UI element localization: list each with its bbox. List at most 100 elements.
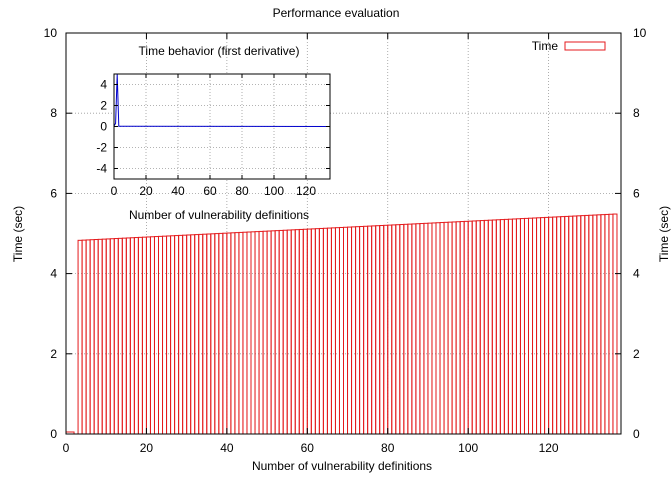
bar <box>560 216 566 435</box>
inset-x-tick-label: 60 <box>203 184 217 198</box>
bar <box>214 233 220 435</box>
inset-x-tick-label: 120 <box>296 184 316 198</box>
bar <box>491 219 497 435</box>
x-tick-label: 20 <box>140 441 154 455</box>
y2-tick-label: 6 <box>633 186 640 200</box>
bar <box>600 214 606 435</box>
bar <box>580 215 586 435</box>
bar <box>395 224 401 435</box>
bar <box>556 216 562 435</box>
bar <box>166 235 172 435</box>
inset-y-tick-label: 2 <box>100 99 107 113</box>
bar <box>234 232 240 435</box>
bar <box>604 213 610 435</box>
inset-y-tick-label: -2 <box>96 141 107 155</box>
bar <box>222 232 228 435</box>
bar <box>544 216 550 435</box>
inset-y-tick-label: 4 <box>100 78 107 92</box>
bar <box>125 237 131 435</box>
x-tick-label: 120 <box>539 441 559 455</box>
bar <box>326 227 332 435</box>
bar <box>314 228 320 435</box>
bar <box>117 237 123 435</box>
bar <box>194 234 200 435</box>
bar <box>338 226 345 435</box>
bar <box>403 223 409 435</box>
bar <box>182 234 188 435</box>
y-tick-label: 0 <box>50 427 57 441</box>
bar <box>584 214 590 435</box>
legend-label-time: Time <box>532 39 559 53</box>
bar <box>467 220 473 435</box>
bar <box>612 213 618 435</box>
inset-y-tick-label: 0 <box>100 120 107 134</box>
x-tick-label: 100 <box>458 441 478 455</box>
bar <box>503 218 509 435</box>
bar <box>294 229 300 435</box>
bar <box>210 233 216 435</box>
bar <box>286 229 292 435</box>
bar <box>137 236 143 435</box>
y-tick-label: 6 <box>50 186 57 200</box>
bar <box>238 231 244 435</box>
y2-axis-label: Time (sec) <box>657 206 671 262</box>
x-tick-label: 60 <box>301 441 315 455</box>
bar <box>89 239 95 435</box>
bar <box>93 239 99 435</box>
bar <box>270 230 276 435</box>
bar <box>266 230 272 435</box>
bar <box>242 231 248 435</box>
bar <box>109 238 115 435</box>
bar <box>451 221 457 435</box>
bar <box>447 221 453 435</box>
inset-axes: 0 20 40 60 80 100 120 -4 -2 0 2 4 <box>96 73 331 198</box>
bar <box>523 217 530 435</box>
y2-tick-label: 0 <box>633 427 640 441</box>
bar <box>290 229 296 435</box>
x-tick-label: 80 <box>381 441 395 455</box>
bar <box>359 225 365 435</box>
bar <box>81 239 87 435</box>
bar <box>379 225 385 435</box>
bar <box>487 219 493 435</box>
bar <box>334 227 340 435</box>
bar <box>532 217 538 435</box>
bar <box>459 221 465 435</box>
bar <box>298 228 304 435</box>
bar <box>536 217 542 435</box>
bar <box>528 217 534 435</box>
bar <box>507 218 513 435</box>
bar <box>282 229 288 435</box>
y2-tick-label: 8 <box>633 106 640 120</box>
bar <box>153 236 159 435</box>
bar <box>499 219 505 435</box>
bar <box>439 222 445 435</box>
bar <box>572 215 578 435</box>
bar <box>431 222 437 435</box>
bar <box>310 228 316 435</box>
bar <box>475 220 481 435</box>
bar <box>540 217 546 435</box>
bar <box>158 235 164 435</box>
bar <box>399 224 405 435</box>
y2-tick-label: 2 <box>633 347 640 361</box>
bar <box>258 230 264 435</box>
main-bars <box>65 213 618 435</box>
x-tick-label: 40 <box>220 441 234 455</box>
bar <box>355 226 361 435</box>
bar <box>206 233 212 435</box>
bar <box>483 219 489 435</box>
bar <box>423 222 429 435</box>
inset-x-axis-label: Number of vulnerability definitions <box>129 208 309 222</box>
bar <box>274 230 280 435</box>
bar <box>250 231 256 435</box>
y-tick-label: 4 <box>50 267 57 281</box>
bar <box>230 232 236 435</box>
bar <box>105 238 111 435</box>
inset-x-tick-label: 0 <box>111 184 118 198</box>
bar <box>471 220 477 435</box>
inset-y-tick-label: -4 <box>96 162 107 176</box>
bar <box>174 235 180 435</box>
